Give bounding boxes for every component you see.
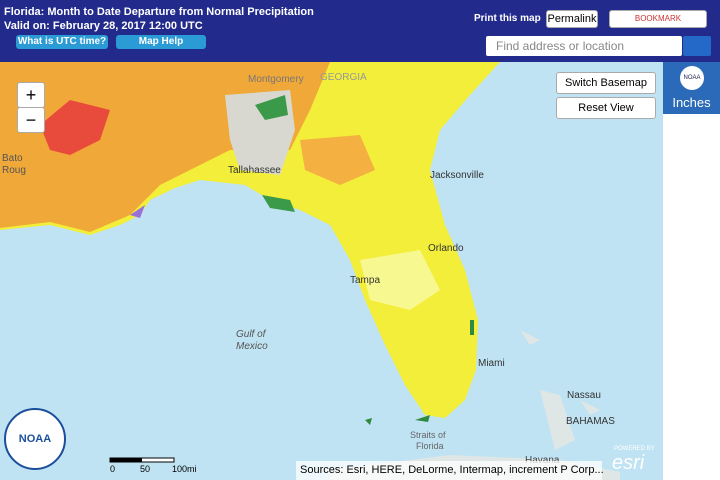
valid-date: Valid on: February 28, 2017 12:00 UTC — [4, 20, 203, 32]
powered-by: POWERED BY — [614, 446, 655, 452]
place-label: GEORGIA — [320, 72, 367, 83]
search-button[interactable] — [683, 36, 711, 56]
place-label: Havana — [525, 455, 560, 466]
noaa-logo: NOAA — [680, 66, 704, 90]
wet-area — [255, 95, 295, 212]
legend-unit: Inches — [672, 95, 711, 110]
island — [520, 330, 600, 450]
scale-bar-segment — [110, 458, 142, 462]
wet-area — [360, 250, 440, 310]
print-link[interactable]: Print this map — [474, 13, 541, 24]
place-label: Gulf of — [236, 329, 267, 340]
place-label: Tampa — [350, 275, 380, 286]
place-label: Florida — [416, 441, 444, 451]
scale-label: 0 — [110, 464, 115, 474]
zoom-out[interactable]: − — [17, 107, 45, 133]
noaa-seal: NOAA — [4, 408, 66, 470]
switch-basemap[interactable]: Switch Basemap — [556, 72, 656, 94]
help-button[interactable]: Map Help — [116, 35, 206, 49]
zoom-in[interactable]: + — [17, 82, 45, 108]
permalink-button[interactable]: Permalink — [546, 10, 598, 28]
place-label: Miami — [478, 358, 505, 369]
scale-label: 100mi — [172, 464, 197, 474]
dry-area — [300, 135, 375, 185]
place-label: Straits of — [410, 430, 446, 440]
wet-area — [130, 205, 145, 218]
place-label: Nassau — [567, 390, 601, 401]
esri-logo: esri — [612, 452, 645, 474]
scale-label: 50 — [140, 464, 150, 474]
map-title: Florida: Month to Date Departure from No… — [4, 6, 314, 18]
reset-view[interactable]: Reset View — [556, 97, 656, 119]
search-box[interactable]: Find address or location — [486, 36, 682, 56]
place-label: Orlando — [428, 243, 464, 254]
legend — [663, 62, 720, 480]
place-label: Montgomery — [248, 74, 304, 85]
place-label: Bato — [2, 153, 23, 164]
place-label: Roug — [2, 165, 26, 176]
utc-button[interactable]: What is UTC time? — [16, 35, 108, 49]
very-dry-area — [40, 100, 110, 155]
place-label: BAHAMAS — [566, 416, 615, 427]
bookmark-button[interactable]: BOOKMARK — [609, 10, 707, 28]
place-label: Mexico — [236, 341, 268, 352]
attribution: Sources: Esri, HERE, DeLorme, Intermap, … — [296, 461, 604, 480]
place-label: Jacksonville — [430, 170, 484, 181]
place-label: Tallahassee — [228, 165, 281, 176]
